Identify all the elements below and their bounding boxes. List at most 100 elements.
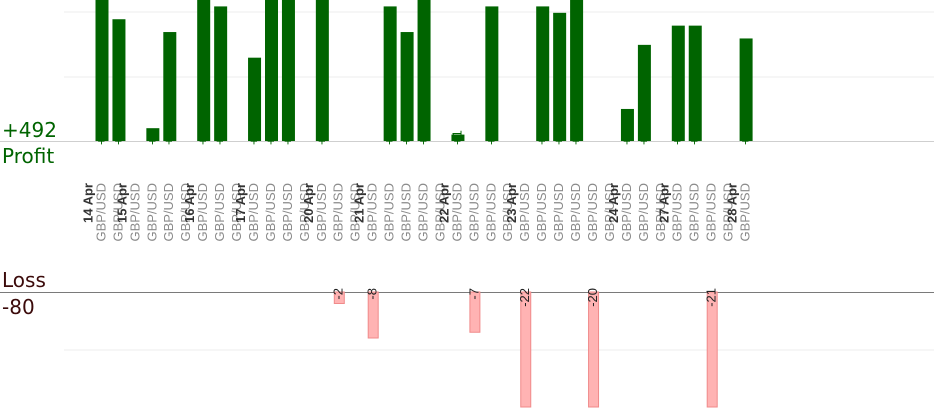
profit-value-label: +16 [738,123,753,145]
pair-label: GBP/USD [636,183,651,242]
pair-label: GBP/USD [551,183,566,242]
pair-label: GBP/USD [432,183,447,242]
loss-value-label: -2 [331,288,346,300]
profit-bar [485,6,499,142]
pair-label: GBP/USD [246,183,261,242]
pair-label: GBP/USD [687,183,702,242]
profit-bar [570,0,584,141]
profit-value-label: +21 [382,123,397,145]
pair-label: GBP/USD [110,183,125,242]
profit-bar [197,0,211,141]
profit-value-label: +22 [195,123,210,145]
date-label: 20 Apr [301,183,316,223]
pair-label: GBP/USD [585,183,600,242]
date-label: 15 Apr [114,183,129,223]
pair-label: GBP/USD [399,183,414,242]
profit-value-label: +21 [483,123,498,145]
pair-label: GBP/USD [195,183,210,242]
loss-label: Loss [2,268,46,292]
pair-label: GBP/USD [534,183,549,242]
loss-bar [333,291,345,304]
date-label: 28 Apr [725,183,740,223]
profit-bar [417,0,431,141]
pair-label: GBP/USD [93,183,108,242]
profit-value-label: +21 [534,123,549,145]
pair-label: GBP/USD [704,183,719,242]
profit-value-label: +20 [551,123,566,145]
date-label: 22 Apr [436,183,451,223]
profit-bar [400,32,414,141]
pair-label: GBP/USD [619,183,634,242]
pair-label: GBP/USD [178,183,193,242]
profit-value-label: +33 [415,123,430,145]
pair-label: GBP/USD [670,183,685,242]
date-label: 21 Apr [352,183,367,223]
profit-value-label: +22 [568,123,583,145]
profit-label: Profit [2,144,55,168]
profit-bar [146,128,160,141]
pair-label: GBP/USD [517,183,532,242]
profit-bar [553,12,567,142]
loss-value-label: -21 [704,288,719,307]
pair-label: GBP/USD [314,183,329,242]
date-label: 23 Apr [504,183,519,223]
profit-value-label: +5 [619,130,634,145]
loss-total: -80 [2,295,35,319]
profit-value-label: +18 [670,123,685,145]
profit-value-label: +64 [263,123,278,145]
pair-label: GBP/USD [144,183,159,242]
profit-value-label: +1 [449,130,464,145]
loss-value-label: -22 [517,288,532,307]
profit-value-label: +17 [161,123,176,145]
profit-bar [265,0,278,141]
pair-label: GBP/USD [212,183,227,242]
loss-bar [469,291,481,333]
pair-label: GBP/USD [415,183,430,242]
pair-label: GBP/USD [653,183,668,242]
profit-bar [281,0,295,141]
pair-label: GBP/USD [466,183,481,242]
pair-label: GBP/USD [721,183,736,242]
pair-label: GBP/USD [500,183,515,242]
profit-value-label: +2 [144,130,159,145]
profit-bar [112,19,126,141]
loss-value-label: -20 [585,288,600,307]
loss-bar [706,291,718,408]
profit-value-label: +13 [246,123,261,145]
profit-bar [536,6,550,142]
profit-bar [214,6,228,142]
profit-value-label: +17 [399,123,414,145]
profit-bar [163,32,177,141]
profit-value-label: +23 [314,123,329,145]
loss-value-label: -7 [466,288,481,300]
date-label: 17 Apr [233,183,248,223]
pair-label: GBP/USD [348,183,363,242]
profit-bar [671,25,685,141]
pair-label: GBP/USD [161,183,176,242]
profit-value-label: +35 [280,123,295,145]
profit-value-label: +21 [212,123,227,145]
profit-bar [637,44,651,142]
pair-label: GBP/USD [331,183,346,242]
chart-bars [95,0,753,408]
profit-value-label: +18 [687,123,702,145]
pair-label: GBP/USD [229,183,244,242]
loss-bar [588,291,600,408]
profit-bar [383,6,397,142]
profit-bar [315,0,329,141]
pair-label: GBP/USD [738,183,753,242]
pair-label: GBP/USD [568,183,583,242]
date-label: 27 Apr [657,183,672,223]
date-label: 24 Apr [606,183,621,223]
profit-bar [620,108,634,141]
date-label: 14 Apr [80,183,95,223]
pair-label: GBP/USD [127,183,142,242]
pair-label: GBP/USD [297,183,312,242]
profit-bar [95,0,109,141]
loss-bar [367,291,379,339]
profit-bar [688,25,702,141]
pair-label: GBP/USD [365,183,380,242]
profit-value-label: +15 [636,123,651,145]
pair-label: GBP/USD [449,183,464,242]
